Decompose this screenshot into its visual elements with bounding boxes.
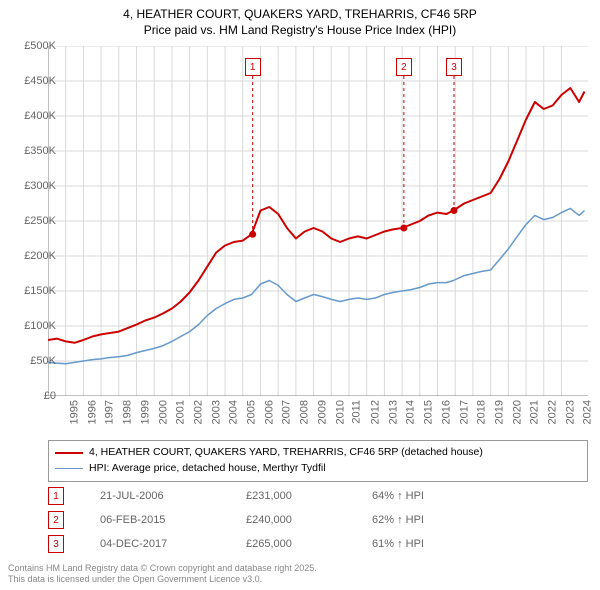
x-tick-label: 2021 — [529, 400, 541, 424]
legend-label: 4, HEATHER COURT, QUAKERS YARD, TREHARRI… — [89, 445, 483, 461]
x-tick-label: 2010 — [334, 400, 346, 424]
transaction-hpi: 64% ↑ HPI — [372, 490, 424, 502]
x-tick-label: 2009 — [316, 400, 328, 424]
y-tick-label: £500K — [24, 40, 56, 52]
x-tick-label: 1997 — [104, 400, 116, 424]
transaction-hpi: 62% ↑ HPI — [372, 514, 424, 526]
transaction-marker-num: 3 — [48, 535, 64, 553]
y-tick-label: £0 — [44, 390, 56, 402]
legend-item: HPI: Average price, detached house, Mert… — [55, 461, 581, 477]
chart-marker-2: 2 — [396, 58, 412, 76]
y-tick-label: £350K — [24, 145, 56, 157]
x-tick-label: 2020 — [511, 400, 523, 424]
footer-line-2: This data is licensed under the Open Gov… — [8, 574, 317, 586]
transaction-row: 2 06-FEB-2015 £240,000 62% ↑ HPI — [48, 508, 588, 532]
x-tick-label: 2005 — [246, 400, 258, 424]
x-tick-label: 2007 — [281, 400, 293, 424]
footer-attribution: Contains HM Land Registry data © Crown c… — [8, 563, 317, 586]
transaction-row: 1 21-JUL-2006 £231,000 64% ↑ HPI — [48, 484, 588, 508]
x-tick-label: 1995 — [68, 400, 80, 424]
legend-swatch — [55, 468, 83, 470]
x-tick-label: 2018 — [476, 400, 488, 424]
transaction-hpi: 61% ↑ HPI — [372, 538, 424, 550]
x-tick-label: 2019 — [493, 400, 505, 424]
x-tick-label: 2014 — [405, 400, 417, 424]
chart-title: 4, HEATHER COURT, QUAKERS YARD, TREHARRI… — [0, 0, 600, 40]
transaction-date: 21-JUL-2006 — [100, 490, 210, 502]
x-tick-label: 2015 — [423, 400, 435, 424]
transaction-price: £231,000 — [246, 490, 336, 502]
x-tick-label: 2017 — [458, 400, 470, 424]
x-tick-label: 2006 — [263, 400, 275, 424]
transaction-price: £265,000 — [246, 538, 336, 550]
transaction-date: 06-FEB-2015 — [100, 514, 210, 526]
legend-swatch — [55, 452, 83, 454]
chart-marker-1: 1 — [245, 58, 261, 76]
footer-line-1: Contains HM Land Registry data © Crown c… — [8, 563, 317, 575]
x-tick-label: 2001 — [175, 400, 187, 424]
x-tick-label: 2008 — [299, 400, 311, 424]
x-tick-label: 1999 — [139, 400, 151, 424]
y-tick-label: £100K — [24, 320, 56, 332]
transactions-table: 1 21-JUL-2006 £231,000 64% ↑ HPI 2 06-FEB-201… — [48, 484, 588, 556]
y-tick-label: £300K — [24, 180, 56, 192]
y-tick-label: £400K — [24, 110, 56, 122]
transaction-marker-num: 2 — [48, 511, 64, 529]
y-tick-label: £450K — [24, 75, 56, 87]
x-tick-label: 2003 — [210, 400, 222, 424]
title-line-2: Price paid vs. HM Land Registry's House … — [10, 22, 590, 38]
x-tick-label: 2004 — [228, 400, 240, 424]
chart-marker-3: 3 — [446, 58, 462, 76]
transaction-marker-num: 1 — [48, 487, 64, 505]
x-tick-label: 2024 — [582, 400, 594, 424]
chart-plot-area — [48, 46, 588, 396]
y-tick-label: £250K — [24, 215, 56, 227]
x-tick-label: 2016 — [440, 400, 452, 424]
legend-item: 4, HEATHER COURT, QUAKERS YARD, TREHARRI… — [55, 445, 581, 461]
x-tick-label: 1996 — [86, 400, 98, 424]
x-tick-label: 2022 — [547, 400, 559, 424]
chart-svg — [48, 46, 588, 396]
transaction-price: £240,000 — [246, 514, 336, 526]
x-tick-label: 2002 — [192, 400, 204, 424]
x-tick-label: 1998 — [122, 400, 134, 424]
y-tick-label: £200K — [24, 250, 56, 262]
x-tick-label: 2023 — [564, 400, 576, 424]
y-tick-label: £150K — [24, 285, 56, 297]
transaction-row: 3 04-DEC-2017 £265,000 61% ↑ HPI — [48, 532, 588, 556]
chart-container: 4, HEATHER COURT, QUAKERS YARD, TREHARRI… — [0, 0, 600, 590]
x-tick-label: 2011 — [351, 400, 363, 424]
x-tick-label: 2013 — [387, 400, 399, 424]
x-tick-label: 2012 — [369, 400, 381, 424]
transaction-date: 04-DEC-2017 — [100, 538, 210, 550]
legend-label: HPI: Average price, detached house, Mert… — [89, 461, 326, 477]
x-tick-label: 2000 — [157, 400, 169, 424]
legend: 4, HEATHER COURT, QUAKERS YARD, TREHARRI… — [48, 440, 588, 482]
y-tick-label: £50K — [30, 355, 56, 367]
title-line-1: 4, HEATHER COURT, QUAKERS YARD, TREHARRI… — [10, 6, 590, 22]
